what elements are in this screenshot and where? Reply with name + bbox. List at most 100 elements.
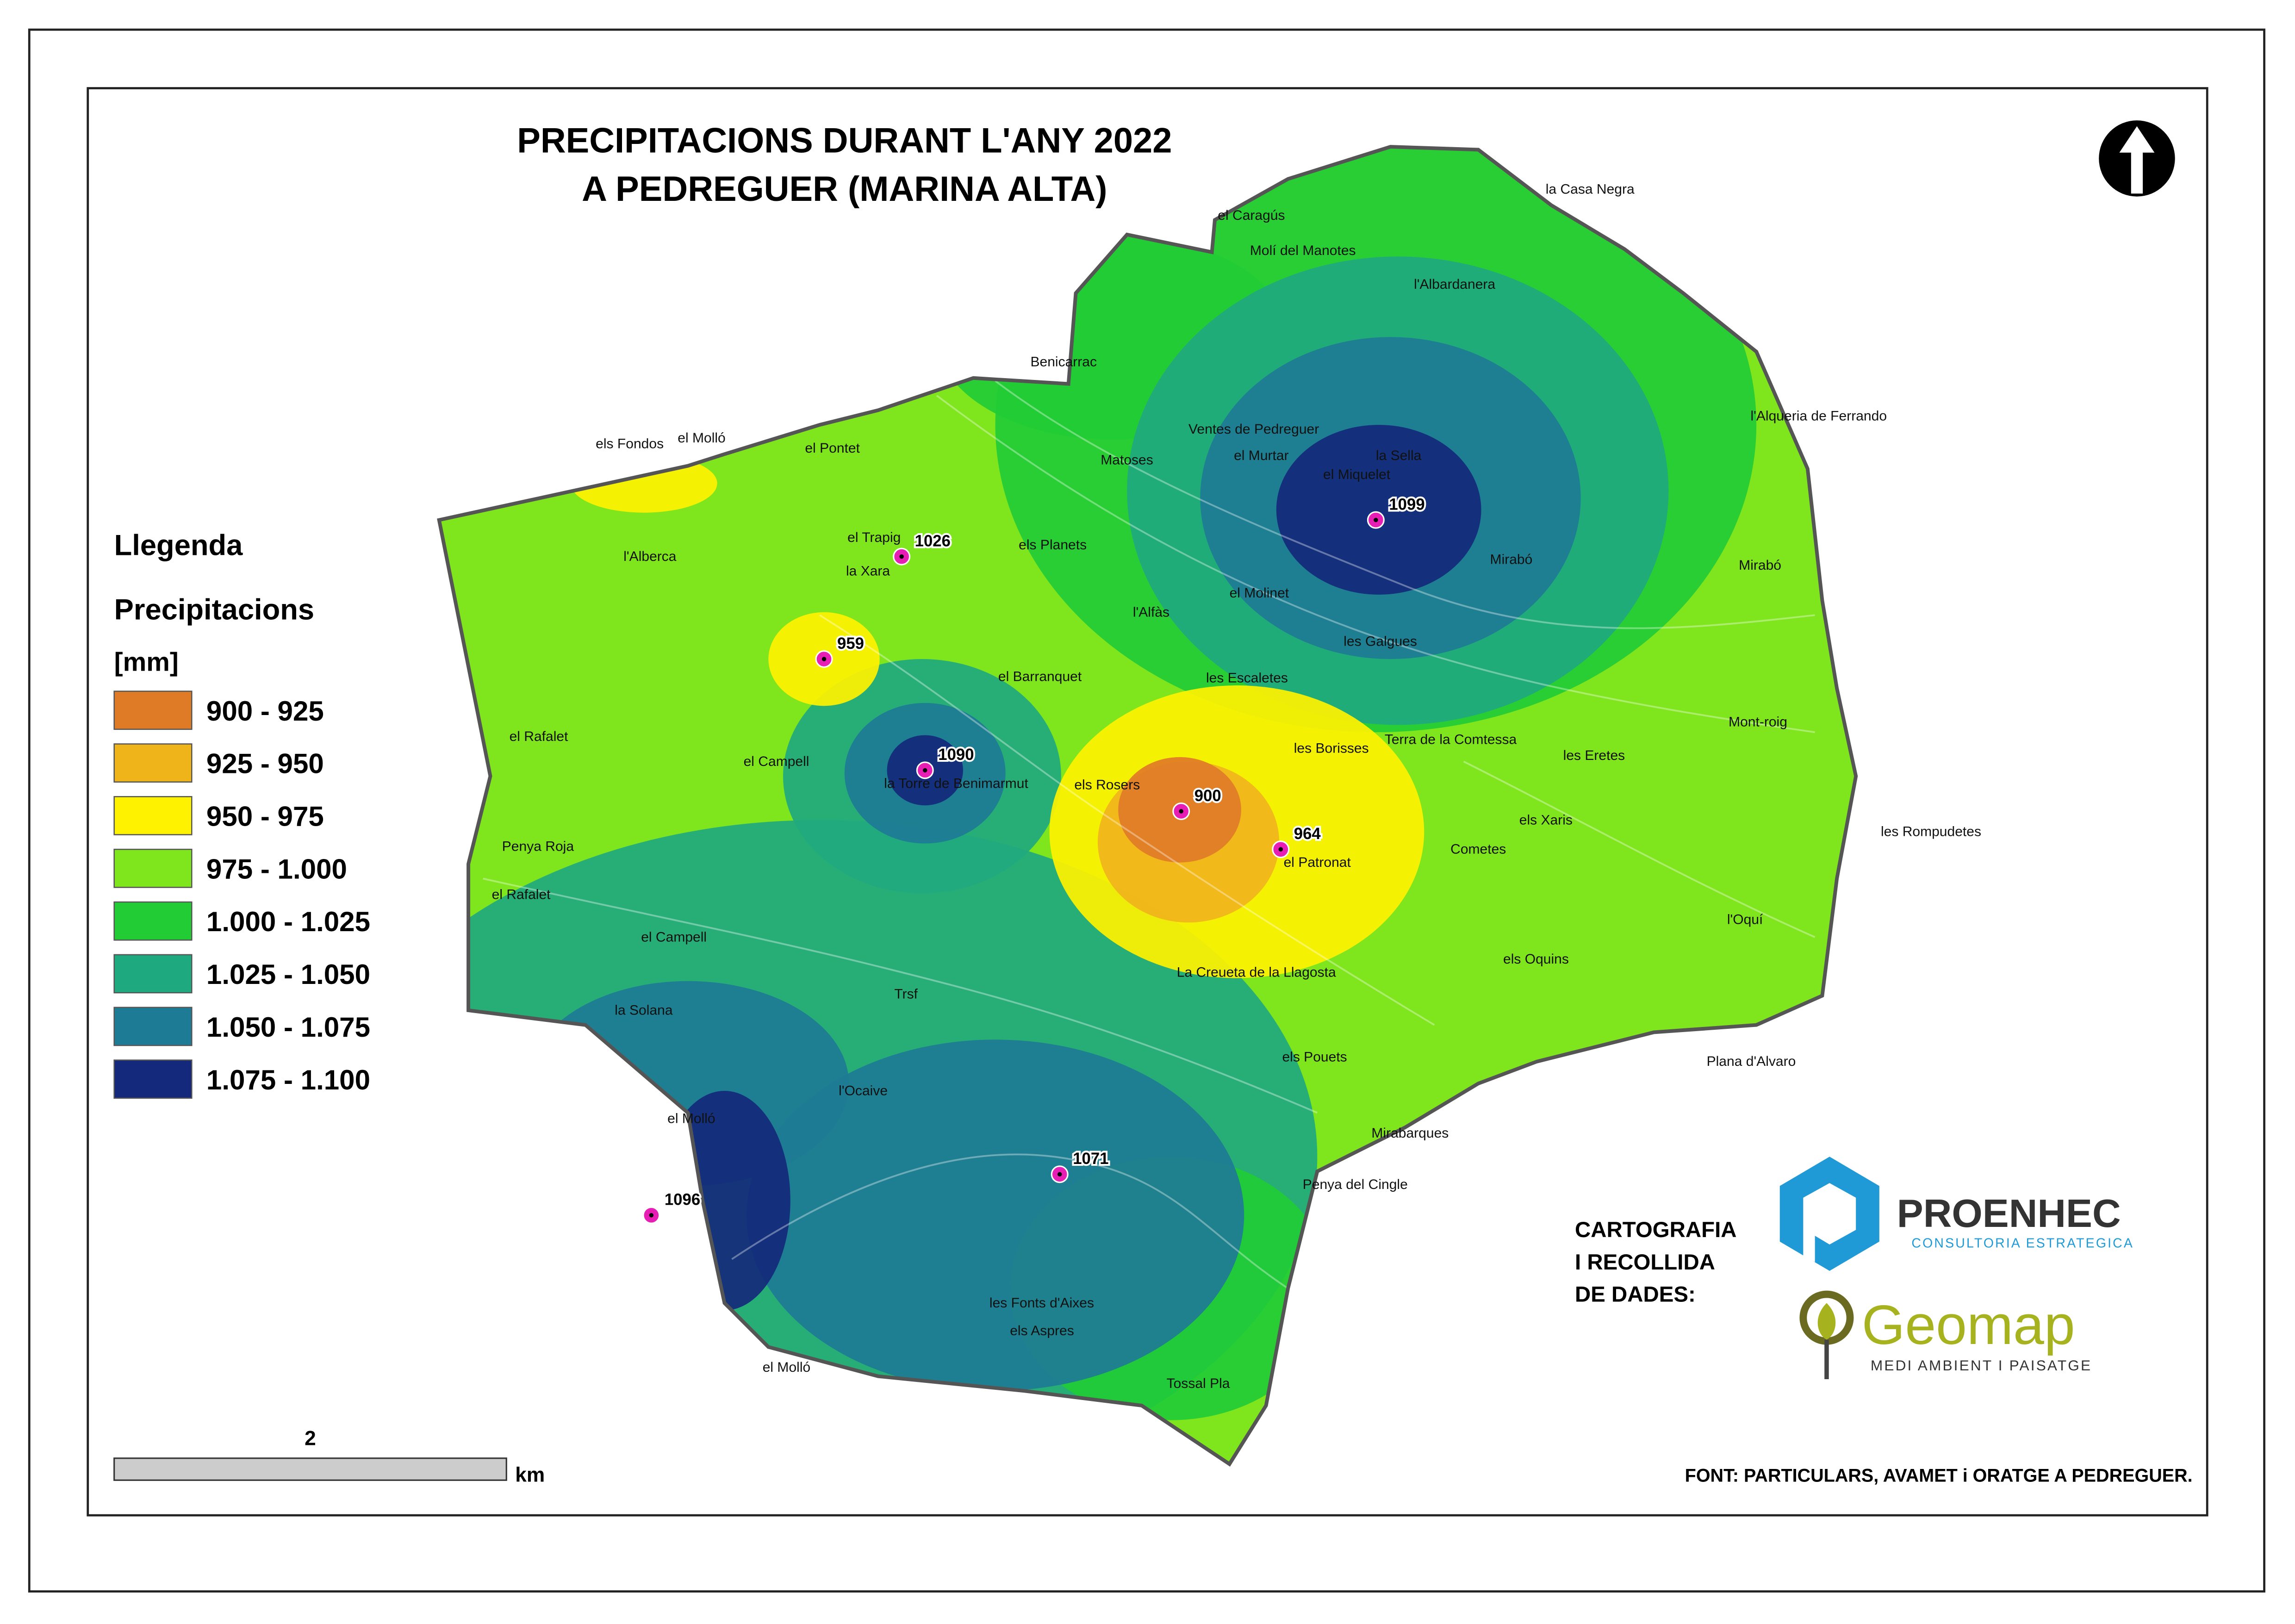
legend-subtitle: Precipitacions xyxy=(114,594,314,626)
place-label: Cometes xyxy=(1450,842,1506,857)
place-label: el Rafalet xyxy=(492,887,551,902)
place-label: els Xaris xyxy=(1519,812,1573,828)
legend-label: 975 - 1.000 xyxy=(206,853,347,884)
place-label: la Xara xyxy=(846,564,890,579)
place-label: Trsf xyxy=(894,987,918,1002)
place-label: els Rosers xyxy=(1074,777,1140,792)
station-value: 900 xyxy=(1194,787,1221,805)
legend-swatch xyxy=(113,954,193,994)
place-label: Penya del Cingle xyxy=(1303,1177,1408,1192)
legend-swatch xyxy=(113,901,193,941)
north-arrow xyxy=(2099,120,2175,197)
stations: 1026 1099 959 1090 900 964 1071 1096 xyxy=(642,494,1427,1224)
station-value: 1090 xyxy=(938,746,974,764)
outer-frame xyxy=(28,28,2265,1593)
station-center xyxy=(899,554,904,559)
place-label: el Trapig xyxy=(847,530,901,545)
station-value: 959 xyxy=(837,635,864,653)
scale-distance: 2 xyxy=(305,1427,316,1450)
place-label: Terra de la Comtessa xyxy=(1385,732,1517,747)
place-label: les Rompudetes xyxy=(1881,824,1981,840)
place-label: el Patronat xyxy=(1284,855,1351,870)
place-label: Matoses xyxy=(1101,452,1153,467)
place-label: el Molló xyxy=(667,1111,715,1126)
place-label: el Miquelet xyxy=(1323,467,1391,482)
logo-tagline: MEDI AMBIENT I PAISATGE xyxy=(1871,1357,2092,1374)
place-label: la Solana xyxy=(615,1003,673,1018)
place-label: la Casa Negra xyxy=(1546,181,1635,197)
title-line: A PEDREGUER (MARINA ALTA) xyxy=(582,169,1107,209)
legend-label: 925 - 950 xyxy=(206,748,324,779)
place-label: les Borisses xyxy=(1294,740,1369,756)
place-label: Benicarrac xyxy=(1030,354,1097,369)
legend-swatch xyxy=(113,848,193,888)
logo-name: PROENHEC xyxy=(1897,1192,2121,1236)
scale-unit: km xyxy=(515,1463,545,1486)
place-label: les Eretes xyxy=(1563,748,1625,763)
station-center xyxy=(1057,1172,1062,1176)
credits-heading: I RECOLLIDA xyxy=(1575,1250,1715,1275)
legend-swatch xyxy=(113,1007,193,1046)
place-label: els Oquins xyxy=(1503,952,1569,967)
geomap-logo: Geomap MEDI AMBIENT I PAISATGE xyxy=(1799,1290,2092,1380)
place-label: Mirabarques xyxy=(1371,1126,1449,1141)
place-label: els Aspres xyxy=(1010,1323,1074,1338)
legend-swatch xyxy=(113,743,193,783)
credits-heading: DE DADES: xyxy=(1575,1282,1696,1307)
place-label: el Pontet xyxy=(805,441,860,456)
place-label: la Torre de Benimarmut xyxy=(884,776,1028,791)
place-label: Molí del Manotes xyxy=(1250,243,1356,258)
station-value: 964 xyxy=(1294,825,1321,843)
place-label: l'Alberca xyxy=(623,549,677,564)
place-label: Ventes de Pedreguer xyxy=(1188,422,1319,437)
place-label: el Campell xyxy=(641,929,707,945)
legend-swatch xyxy=(113,796,193,835)
station-center xyxy=(923,768,927,773)
place-label: les Galgues xyxy=(1343,634,1417,649)
station-value: 1096 xyxy=(665,1191,700,1209)
legend-label: 1.050 - 1.075 xyxy=(206,1012,370,1043)
place-label: el Caragús xyxy=(1218,208,1285,223)
scale-bar xyxy=(113,1457,507,1481)
place-label: Mirabó xyxy=(1739,558,1781,573)
proenhec-logo: PROENHEC CONSULTORIA ESTRATEGICA xyxy=(1779,1157,2134,1271)
logo-name: Geomap xyxy=(1862,1294,2075,1356)
place-label: Tossal Pla xyxy=(1167,1376,1230,1391)
place-label: La Creueta de la Llagosta xyxy=(1177,964,1336,980)
legend-unit: [mm] xyxy=(114,647,179,677)
logo-tagline: CONSULTORIA ESTRATEGICA xyxy=(1911,1236,2134,1251)
place-label: el Molló xyxy=(678,430,725,446)
zone xyxy=(1276,424,1481,595)
place-label: el Molló xyxy=(763,1360,810,1375)
legend-label: 1.000 - 1.025 xyxy=(206,906,370,937)
place-labels: la Casa Negra el Caragús Molí del Manotes l… xyxy=(492,181,1981,1391)
place-label: els Planets xyxy=(1019,537,1087,553)
source-note: FONT: PARTICULARS, AVAMET i ORATGE A PED… xyxy=(1685,1465,2193,1486)
place-label: les Escaletes xyxy=(1206,671,1288,686)
place-label: Penya Roja xyxy=(502,839,574,854)
credits-heading: CARTOGRAFIA xyxy=(1575,1218,1737,1242)
place-label: l'Ocaive xyxy=(839,1083,888,1098)
place-label: l'Oquí xyxy=(1727,912,1763,927)
place-label: els Pouets xyxy=(1282,1050,1347,1065)
place-label: l'Alqueria de Ferrando xyxy=(1751,408,1887,423)
legend-label: 1.075 - 1.100 xyxy=(206,1064,370,1095)
station-center xyxy=(649,1213,654,1218)
station-center xyxy=(1278,847,1283,852)
place-label: les Fonts d'Aixes xyxy=(989,1295,1094,1311)
place-label: el Molinet xyxy=(1230,585,1289,601)
road-network xyxy=(483,380,1816,1289)
place-label: Mont-roig xyxy=(1729,714,1787,729)
station-value: 1026 xyxy=(915,532,951,550)
station-value: 1071 xyxy=(1073,1150,1108,1168)
place-label: l'Alfàs xyxy=(1133,604,1169,620)
place-label: el Barranquet xyxy=(998,669,1082,684)
station-center xyxy=(1374,517,1378,523)
legend-label: 900 - 925 xyxy=(206,696,324,727)
place-label: el Murtar xyxy=(1234,448,1288,463)
place-label: Mirabó xyxy=(1490,552,1533,567)
place-label: els Fondos xyxy=(596,436,664,452)
place-label: el Rafalet xyxy=(510,729,569,744)
place-label: Plana d'Alvaro xyxy=(1707,1054,1796,1069)
